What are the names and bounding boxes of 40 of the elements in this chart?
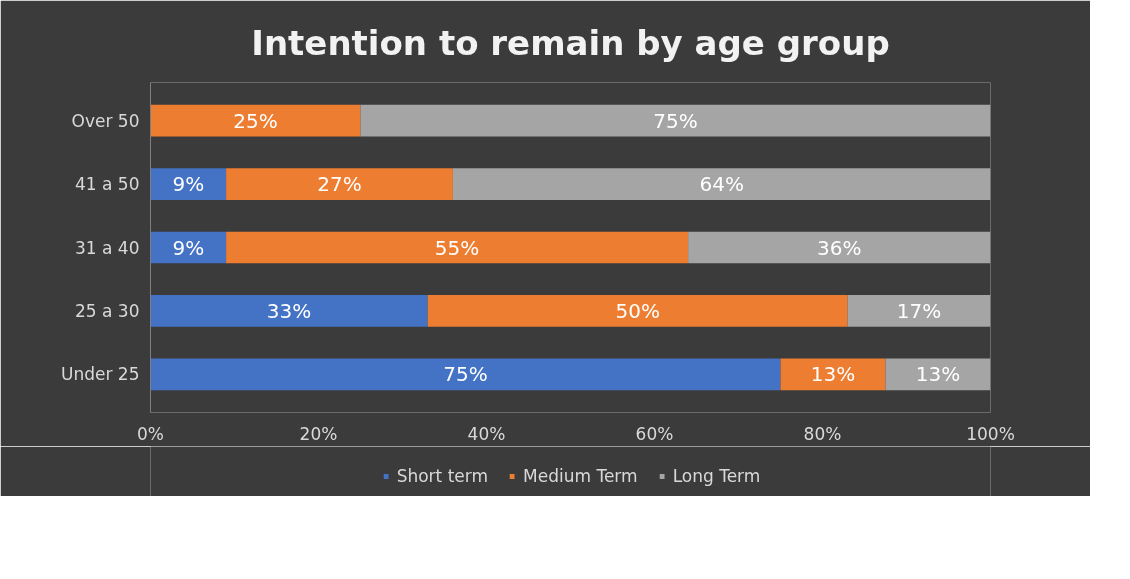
y-tick-label: Under 25 bbox=[61, 364, 140, 385]
legend-label: Short term bbox=[396, 466, 489, 486]
bar bbox=[150, 104, 361, 137]
x-tick-label: 40% bbox=[467, 423, 506, 444]
y-tick-label: 41 a 50 bbox=[75, 174, 140, 195]
bar bbox=[150, 168, 227, 200]
data-label: 9% bbox=[172, 235, 205, 260]
y-tick-label: 25 a 30 bbox=[75, 300, 140, 321]
data-label: 33% bbox=[266, 298, 312, 323]
x-tick-label: 100% bbox=[966, 423, 1015, 444]
bar bbox=[427, 295, 848, 327]
bar bbox=[150, 358, 781, 391]
data-label: 75% bbox=[443, 362, 488, 387]
x-tick-label: 60% bbox=[635, 423, 674, 444]
data-label: 25% bbox=[233, 108, 278, 133]
bar bbox=[452, 168, 991, 200]
y-tick-label: 31 a 40 bbox=[75, 237, 140, 258]
x-tick-label: 20% bbox=[299, 423, 338, 444]
bar bbox=[360, 104, 991, 137]
data-label: 17% bbox=[896, 298, 942, 323]
bar bbox=[688, 231, 991, 264]
data-label: 64% bbox=[699, 172, 744, 197]
y-tick-label: Over 50 bbox=[71, 110, 140, 131]
data-label: 9% bbox=[172, 172, 205, 197]
x-tick-label: 80% bbox=[803, 423, 842, 444]
bar bbox=[150, 295, 428, 327]
data-label: 50% bbox=[615, 298, 660, 323]
data-label: 13% bbox=[915, 362, 961, 387]
bar bbox=[226, 231, 689, 264]
data-label: 55% bbox=[434, 235, 480, 260]
data-label: 13% bbox=[810, 362, 856, 387]
data-label: 75% bbox=[653, 108, 698, 133]
data-label: 27% bbox=[317, 172, 362, 197]
x-tick-label: 0% bbox=[137, 423, 164, 444]
chart-title: Intention to remain by age group bbox=[251, 22, 890, 63]
data-label: 36% bbox=[817, 235, 862, 260]
bar bbox=[226, 168, 453, 200]
legend-label: Medium Term bbox=[523, 466, 638, 486]
bar bbox=[847, 295, 991, 327]
legend-label: Long Term bbox=[672, 466, 761, 486]
